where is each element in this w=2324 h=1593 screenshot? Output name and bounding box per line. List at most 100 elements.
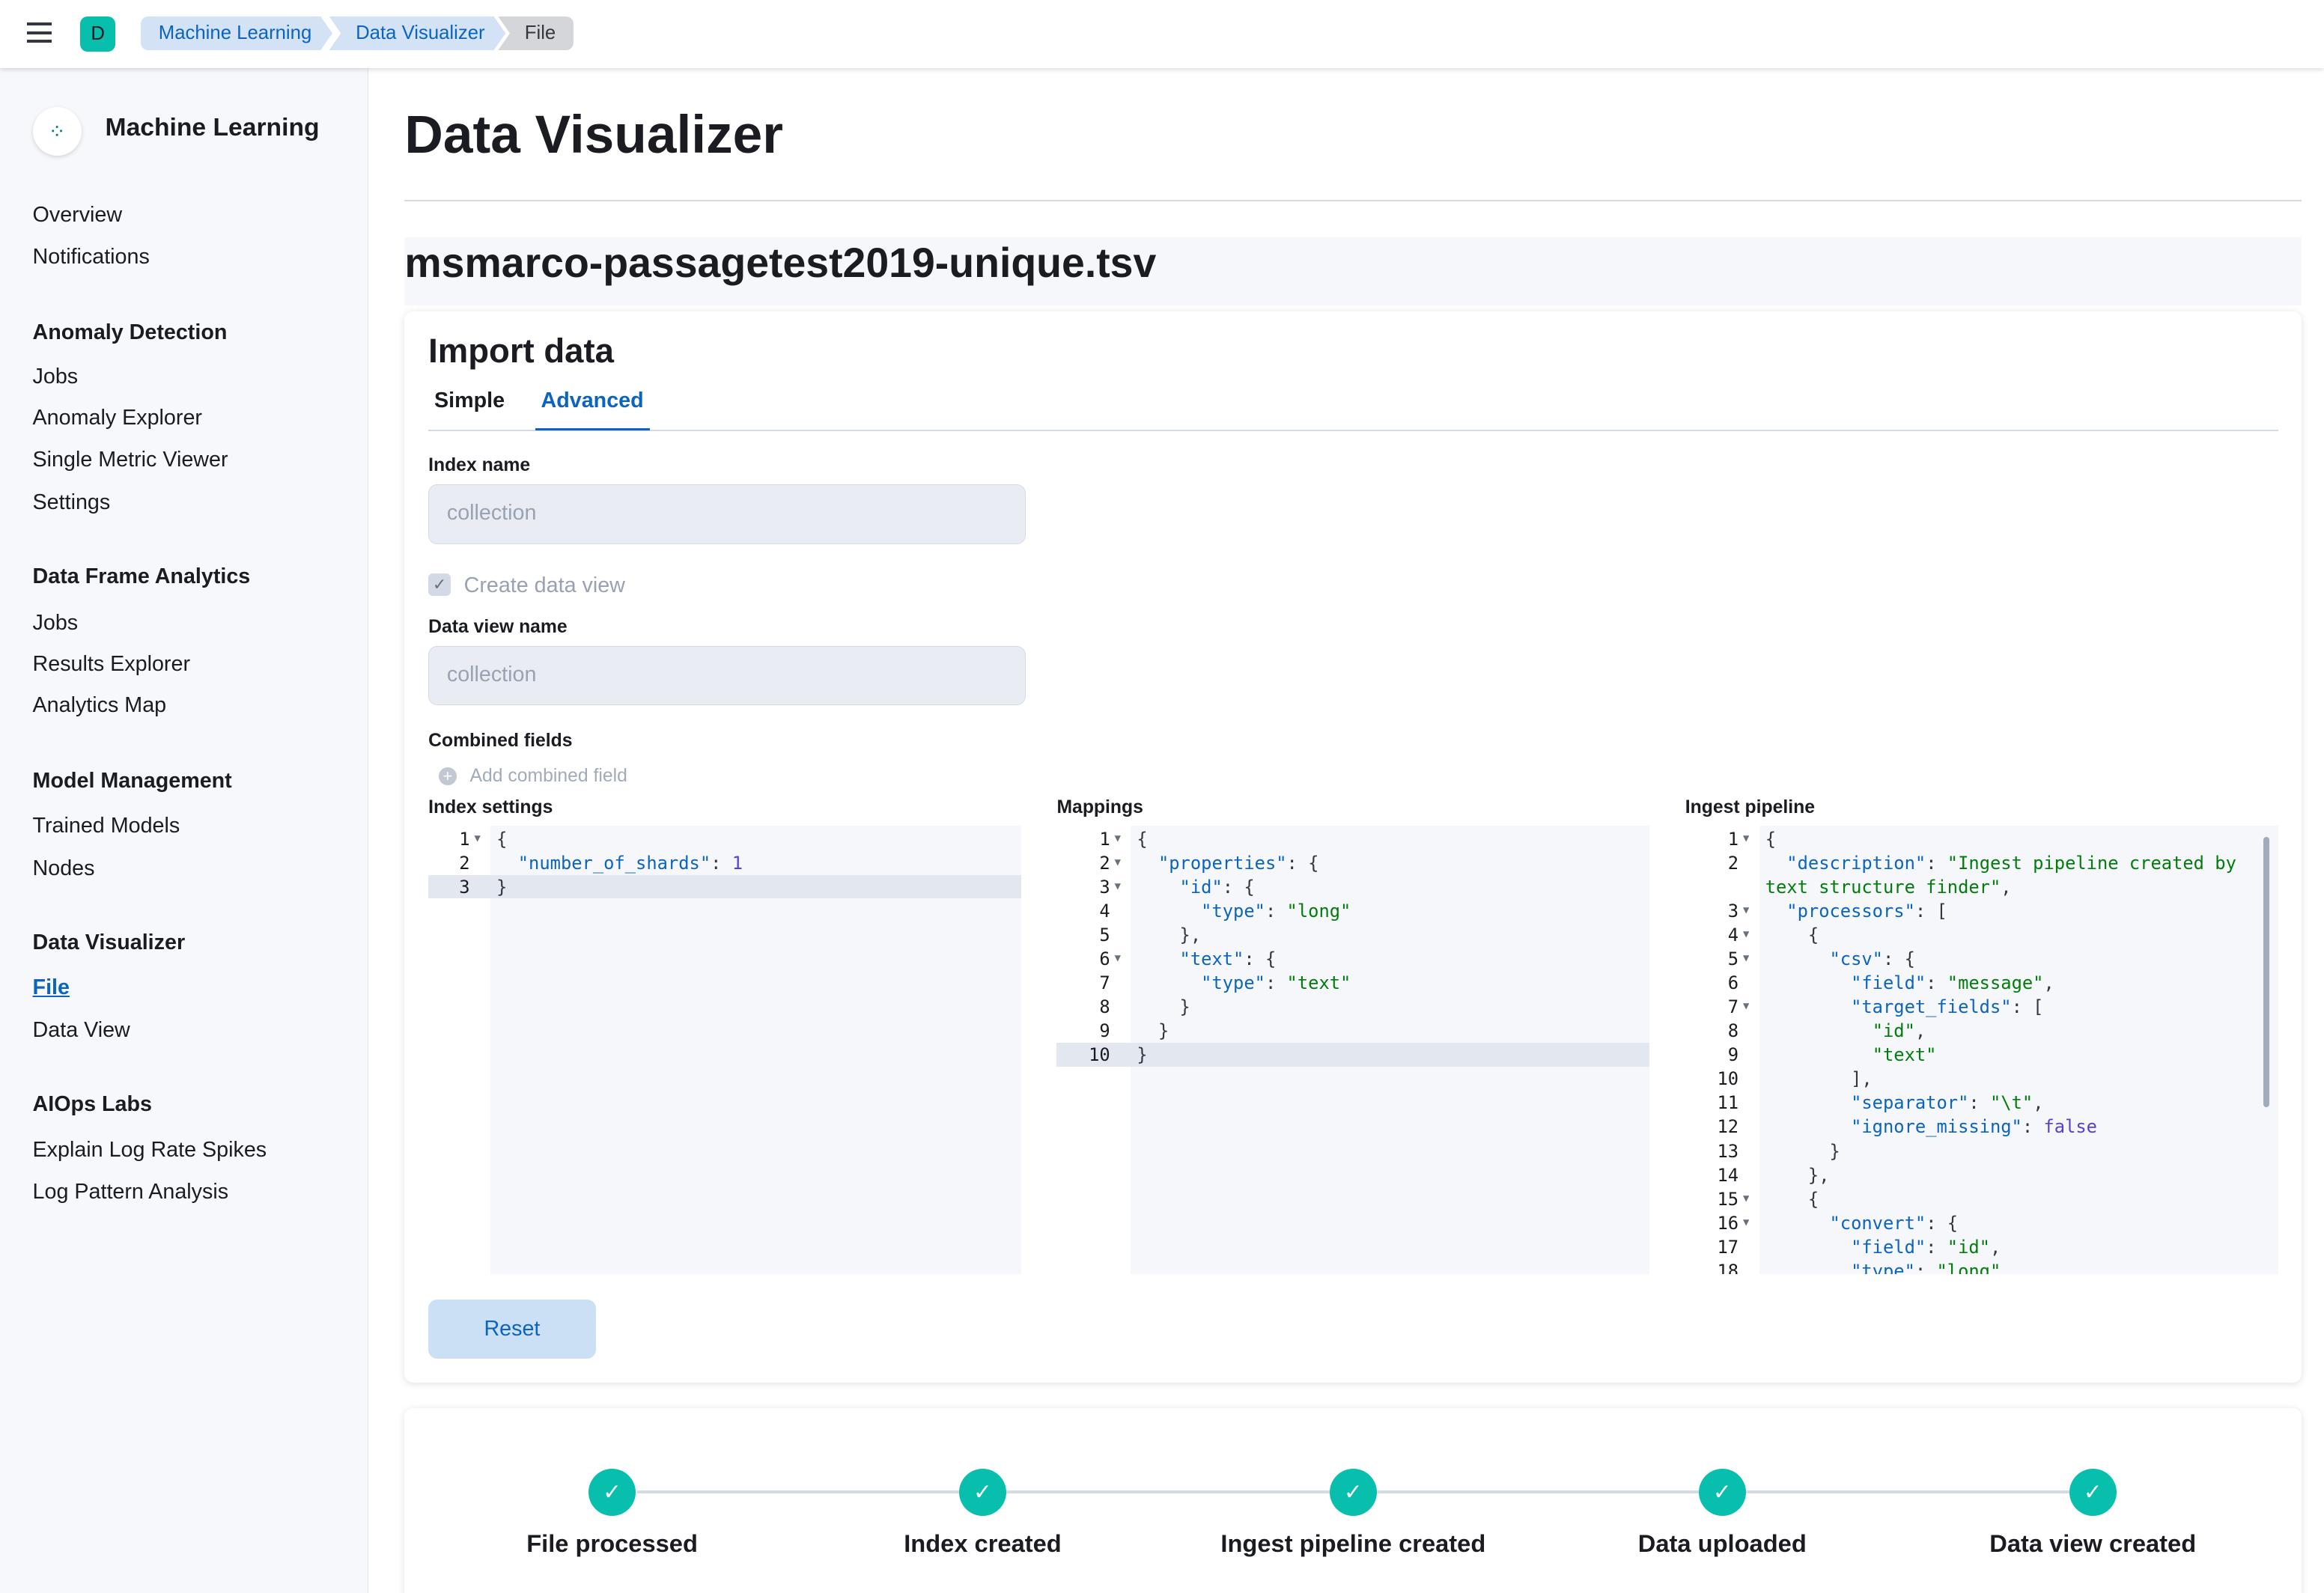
code-line: "number_of_shards": 1 [517, 852, 743, 874]
sidebar-item-settings[interactable]: Settings [32, 490, 111, 515]
fold-icon[interactable]: ▼ [1114, 880, 1121, 892]
line-number: 16 [1717, 1212, 1739, 1234]
line-number: 17 [1717, 1236, 1739, 1258]
code-line: "properties": { [1158, 852, 1319, 874]
code-line: "text": { [1179, 948, 1277, 969]
code-line: { [496, 828, 508, 850]
code-line: "text" [1872, 1044, 1937, 1066]
sidebar-item-file[interactable]: File [32, 975, 70, 999]
pipeline-scrollbar[interactable] [2263, 837, 2269, 1107]
fold-icon[interactable]: ▼ [1114, 832, 1121, 844]
file-name-band [404, 237, 2302, 305]
add-combined-field-button[interactable]: Add combined field [469, 766, 627, 787]
mappings-editor[interactable]: 1 ▼ {2 ▼ "properties": {3 ▼ "id": {4 "type":… [1056, 825, 1650, 1275]
step-label: Index created [904, 1529, 1062, 1557]
step-label: Data uploaded [1637, 1529, 1807, 1557]
line-number: 14 [1717, 1164, 1739, 1186]
combined-fields-label: Combined fields [428, 730, 573, 751]
code-line: "id": { [1179, 876, 1255, 898]
code-line: "ignore_missing": false [1851, 1116, 2097, 1138]
sidebar-item-jobs[interactable]: Jobs [32, 364, 79, 389]
ml-logo-icon: ⁘ [32, 106, 82, 156]
breadcrumb-machine-learning[interactable]: Machine Learning [141, 16, 332, 51]
ingest-pipeline-editor[interactable]: 1 ▼ {2 "description": "Ingest pipeline cre… [1685, 825, 2278, 1275]
step-label: Data view created [1989, 1529, 2197, 1557]
line-number: 1 [1099, 828, 1110, 850]
line-number: 6 [1099, 948, 1110, 969]
create-data-view-checkbox[interactable]: ✓ [428, 573, 451, 596]
fold-icon[interactable]: ▼ [1743, 904, 1750, 916]
fold-icon[interactable]: ▼ [1743, 951, 1750, 964]
fold-icon[interactable]: ▼ [1743, 928, 1750, 940]
sidebar-group-label: AIOps Labs [32, 1091, 152, 1116]
fold-icon[interactable]: ▼ [1114, 856, 1121, 868]
sidebar-item-explain-log-rate-spikes[interactable]: Explain Log Rate Spikes [32, 1138, 267, 1163]
code-line: } [496, 876, 508, 898]
sidebar-item-trained-models[interactable]: Trained Models [32, 813, 180, 838]
reset-button[interactable]: Reset [428, 1300, 596, 1359]
index-settings-editor[interactable]: 1 ▼ {2 "number_of_shards": 1 3} [428, 825, 1021, 1275]
code-line: } [1137, 1020, 1169, 1042]
code-line: ], [1765, 1068, 1873, 1090]
check-icon: ✓ [958, 1468, 1007, 1517]
sidebar-group-label: Model Management [32, 769, 232, 794]
sidebar-item-anomaly-explorer[interactable]: Anomaly Explorer [32, 406, 202, 430]
sidebar-item-nodes[interactable]: Nodes [32, 856, 95, 881]
code-line: "id", [1872, 1020, 1926, 1042]
code-line: "csv": { [1829, 948, 1915, 969]
sidebar-item-data-view[interactable]: Data View [32, 1017, 130, 1042]
code-line: } [1137, 1044, 1148, 1066]
tab-simple[interactable]: Simple [434, 388, 505, 412]
mappings-label: Mappings [1056, 797, 1143, 818]
fold-icon[interactable]: ▼ [1743, 1192, 1750, 1204]
code-line: { [1765, 1188, 1819, 1210]
check-icon: ✓ [588, 1468, 636, 1517]
code-line: "convert": { [1829, 1212, 1959, 1234]
space-avatar[interactable]: D [79, 16, 116, 52]
sidebar-group-label: Anomaly Detection [32, 320, 228, 344]
line-number: 18 [1717, 1260, 1739, 1275]
sidebar-title: Machine Learning [105, 114, 320, 142]
fold-icon[interactable]: ▼ [474, 832, 481, 844]
sidebar-item-notifications[interactable]: Notifications [32, 244, 150, 269]
check-icon: ✓ [1329, 1468, 1378, 1517]
data-view-name-input[interactable]: collection [428, 646, 1026, 706]
fold-icon[interactable]: ▼ [1743, 1216, 1750, 1228]
top-bar: D Machine Learning Data Visualizer File [0, 0, 2324, 69]
sidebar-item-analytics-map[interactable]: Analytics Map [32, 693, 167, 718]
sidebar-item-log-pattern-analysis[interactable]: Log Pattern Analysis [32, 1179, 229, 1204]
breadcrumb-data-visualizer[interactable]: Data Visualizer [329, 16, 505, 51]
fold-icon[interactable]: ▼ [1743, 832, 1750, 844]
line-number: 2 [1727, 852, 1739, 874]
check-icon: ✓ [2069, 1468, 2117, 1517]
line-number: 10 [1717, 1068, 1739, 1090]
ingest-pipeline-label: Ingest pipeline [1685, 797, 1815, 818]
fold-icon[interactable]: ▼ [1114, 951, 1121, 964]
line-number: 6 [1727, 972, 1739, 994]
sidebar-item-jobs[interactable]: Jobs [32, 610, 79, 635]
line-number: 4 [1727, 924, 1739, 945]
line-number: 2 [459, 852, 470, 874]
line-number: 4 [1099, 900, 1110, 922]
sidebar-item-single-metric-viewer[interactable]: Single Metric Viewer [32, 447, 228, 472]
import-title: Import data [428, 332, 614, 371]
sidebar [0, 68, 368, 1593]
line-number: 2 [1099, 852, 1110, 874]
step-label: Ingest pipeline created [1220, 1529, 1486, 1557]
code-line: "field": "id", [1851, 1236, 2001, 1258]
sidebar-item-results-explorer[interactable]: Results Explorer [32, 652, 190, 677]
data-view-name-label: Data view name [428, 616, 568, 637]
hamburger-icon[interactable] [26, 22, 52, 43]
line-gutter [428, 825, 491, 1275]
sidebar-item-overview[interactable]: Overview [32, 203, 123, 228]
code-line: }, [1765, 1164, 1830, 1186]
line-number: 11 [1717, 1092, 1739, 1114]
code-line: }, [1137, 924, 1202, 945]
index-name-input[interactable]: collection [428, 484, 1026, 544]
fold-icon[interactable]: ▼ [1743, 1000, 1750, 1013]
step-label: File processed [526, 1529, 698, 1557]
line-number: 12 [1717, 1116, 1739, 1138]
code-line: { [1765, 828, 1776, 850]
line-number: 9 [1727, 1044, 1739, 1066]
tab-advanced[interactable]: Advanced [535, 389, 650, 431]
